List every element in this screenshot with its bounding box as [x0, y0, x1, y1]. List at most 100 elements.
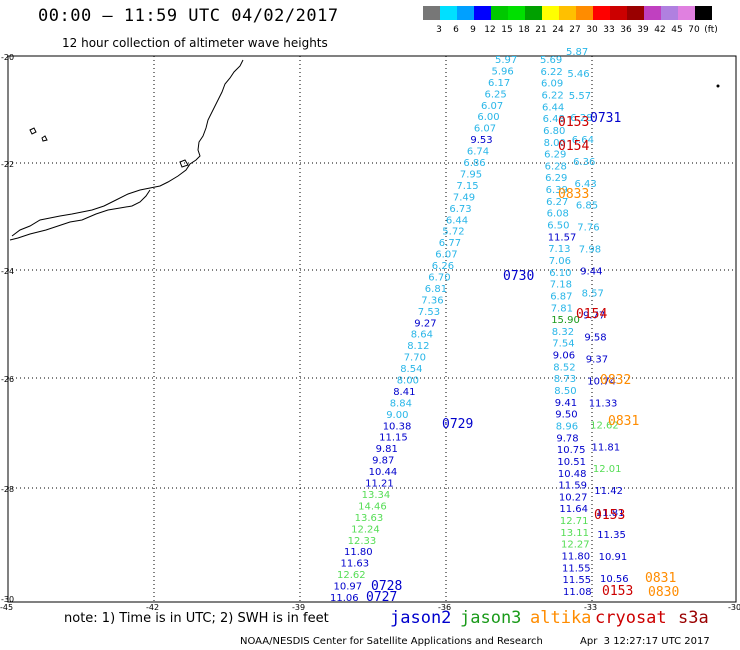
swh-value-label: 5.69 — [540, 55, 562, 66]
colorbar-label: 3 — [436, 25, 442, 35]
swh-value-label: 13.11 — [560, 528, 589, 539]
swh-value-label: 6.85 — [576, 201, 598, 212]
swh-value-label: 6.07 — [435, 250, 457, 261]
swh-value-label: 5.87 — [566, 47, 588, 58]
swh-value-label: 6.28 — [545, 161, 567, 172]
swh-value-label: 9.37 — [586, 354, 608, 365]
swh-value-label: 9.06 — [553, 351, 575, 362]
lon-tick-label: -45 — [0, 603, 13, 612]
island — [41, 135, 48, 142]
colorbar-label: 30 — [586, 25, 598, 35]
swh-value-label: 6.70 — [428, 273, 450, 284]
swh-value-label: 8.00 — [397, 376, 419, 387]
colorbar-label: 42 — [654, 25, 666, 35]
swh-value-label: 9.87 — [372, 456, 394, 467]
lat-tick-label: -20 — [1, 53, 14, 62]
swh-value-label: 6.28 — [570, 113, 592, 124]
swh-value-label: 6.36 — [573, 157, 595, 168]
swh-value-label: 11.59 — [558, 481, 587, 492]
colorbar-label: (ft) — [704, 25, 718, 35]
swh-value-label: 6.81 — [425, 284, 447, 295]
colorbar-label: 24 — [552, 25, 564, 35]
swh-value-label: 6.73 — [449, 204, 471, 215]
swh-value-label: 11.42 — [594, 486, 623, 497]
satellite-tracks: 5.975.966.176.256.076.006.079.536.746.86… — [330, 47, 629, 604]
swh-value-label: 8.41 — [393, 387, 415, 398]
colorbar-label: 39 — [637, 25, 649, 35]
swh-value-label: 8.73 — [554, 374, 576, 385]
swh-value-label: 8.50 — [554, 386, 576, 397]
colorbar-cell — [525, 6, 542, 20]
swh-value-label: 8.00 — [544, 138, 566, 149]
swh-value-label: 7.49 — [453, 192, 475, 203]
colorbar-cell — [661, 6, 678, 20]
swh-value-label: 10.48 — [558, 469, 587, 480]
swh-value-label: 10.74 — [587, 376, 616, 387]
swh-value-label: 5.97 — [495, 55, 517, 66]
swh-value-label: 5.72 — [442, 227, 464, 238]
swh-value-label: 6.77 — [439, 238, 461, 249]
swh-value-label: 6.50 — [547, 221, 569, 232]
chart-title: 00:00 – 11:59 UTC 04/02/2017 — [38, 6, 339, 26]
swh-value-label: 12.24 — [351, 524, 380, 535]
swh-value-label: 11.63 — [341, 559, 370, 570]
swh-value-label: 6.09 — [541, 79, 563, 90]
legend-s3a: s3a — [678, 608, 709, 628]
swh-value-label: 9.58 — [584, 333, 606, 344]
swh-value-label: 8.96 — [556, 422, 578, 433]
colorbar-cell — [440, 6, 457, 20]
swh-value-label: 11.80 — [562, 552, 591, 563]
swh-value-label: 5.46 — [567, 69, 589, 80]
colorbar-cell — [474, 6, 491, 20]
swh-value-label: 10.91 — [599, 552, 628, 563]
swh-value-label: 10.51 — [557, 457, 586, 468]
swh-value-label: 6.08 — [547, 209, 569, 220]
colorbar-cell — [576, 6, 593, 20]
swh-value-label: 9.78 — [556, 433, 578, 444]
swh-value-label: 6.22 — [542, 91, 564, 102]
swh-value-label: 10.97 — [334, 582, 363, 593]
swh-value-label: 7.18 — [550, 280, 572, 291]
swh-value-label: 9.41 — [555, 398, 577, 409]
gridlines — [8, 56, 736, 602]
swh-value-label: 7.54 — [552, 339, 574, 350]
island — [179, 159, 189, 168]
swh-value-label: 5.96 — [492, 66, 514, 77]
pass-time-label: 0153 — [558, 115, 589, 130]
swh-value-label: 11.21 — [365, 479, 394, 490]
swh-value-label: 6.29 — [544, 150, 566, 161]
swh-value-label: 6.86 — [463, 158, 485, 169]
swh-value-label: 6.39 — [546, 185, 568, 196]
swh-value-label: 15.90 — [551, 315, 580, 326]
swh-value-label: 11.15 — [379, 433, 408, 444]
swh-value-label: 9.27 — [414, 318, 436, 329]
swh-value-label: 11.81 — [596, 508, 625, 519]
colorbar-cell — [542, 6, 559, 20]
legend-altika: altika — [530, 608, 592, 628]
pass-time-label: 0153 — [602, 584, 633, 599]
swh-value-label: 11.64 — [559, 504, 588, 515]
swh-value-label: 10.38 — [383, 421, 412, 432]
pass-time-label: 0831 — [645, 571, 676, 586]
pass-time-label: 0832 — [600, 373, 631, 388]
pass-time-label: 0154 — [576, 307, 607, 322]
colorbar-label: 21 — [535, 25, 547, 35]
swh-value-label: 7.15 — [456, 181, 478, 192]
swh-value-label: 8.12 — [407, 341, 429, 352]
colorbar-label: 15 — [501, 25, 513, 35]
lon-tick-label: -39 — [292, 603, 305, 612]
legend-jason2: jason2 — [390, 608, 452, 628]
swh-value-label: 11.57 — [548, 232, 577, 243]
swh-value-label: 7.98 — [579, 245, 601, 256]
swh-value-label: 6.07 — [481, 101, 503, 112]
colorbar-label: 18 — [518, 25, 530, 35]
lat-tick-label: -30 — [1, 595, 14, 604]
legend-cryosat: cryosat — [595, 608, 667, 628]
axis-labels: -20-22-24-26-28-30-45 -42 -39 -36 -33 -30 — [0, 53, 740, 612]
pass-time-label: 0727 — [366, 590, 397, 605]
swh-value-label: 6.25 — [485, 89, 507, 100]
lon-tick-label: -42 — [146, 603, 159, 612]
swh-value-label: 6.07 — [474, 124, 496, 135]
swh-value-label: 7.06 — [549, 256, 571, 267]
